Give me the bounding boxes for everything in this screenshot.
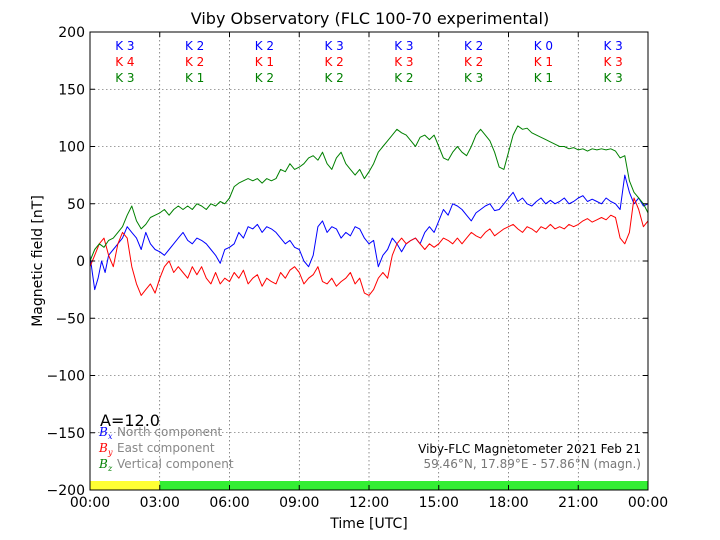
data-series: [89, 125, 649, 296]
legend-symbol-0: B: [98, 425, 108, 439]
station-info-line-2: 59.46°N, 17.89°E - 57.86°N (magn.): [424, 457, 641, 471]
k-index-r1-c0: K 4: [115, 55, 134, 69]
y-axis-label: Magnetic field [nT]: [30, 195, 46, 327]
k-index-r0-c1: K 2: [185, 39, 204, 53]
y-tick-label-4: 0: [76, 254, 85, 270]
k-index-r2-c7: K 3: [603, 71, 622, 85]
legend-subscript-2: z: [107, 464, 113, 473]
legend-symbol-2: B: [98, 457, 108, 471]
legend-label-2: Vertical component: [117, 457, 234, 471]
k-index-r1-c3: K 2: [324, 55, 343, 69]
x-tick-label-6: 18:00: [488, 495, 528, 511]
k-index-r2-c5: K 3: [464, 71, 483, 85]
y-tick-label-6: −100: [47, 369, 85, 385]
k-index-r0-c7: K 3: [603, 39, 622, 53]
station-info-line-1: Viby-FLC Magnetometer 2021 Feb 21: [418, 442, 641, 456]
legend-subscript-1: y: [107, 448, 113, 457]
k-index-r1-c1: K 2: [185, 55, 204, 69]
y-tick-label-3: 50: [67, 197, 85, 213]
k-index-r2-c2: K 2: [255, 71, 274, 85]
k-index-r2-c6: K 1: [534, 71, 553, 85]
k-index-r0-c6: K 0: [534, 39, 553, 53]
y-tick-label-2: 100: [58, 140, 85, 156]
y-tick-label-0: 200: [58, 25, 85, 41]
legend-label-1: East component: [117, 441, 215, 455]
k-index-r1-c2: K 1: [255, 55, 274, 69]
k-index-r0-c2: K 2: [255, 39, 274, 53]
activity-bar: [90, 481, 648, 490]
x-tick-label-0: 00:00: [70, 495, 110, 511]
k-index-r1-c5: K 2: [464, 55, 483, 69]
legend-symbol-1: B: [98, 441, 108, 455]
k-index-r0-c5: K 2: [464, 39, 483, 53]
chart-title: Viby Observatory (FLC 100-70 experimenta…: [191, 9, 550, 28]
k-index-r1-c4: K 3: [394, 55, 413, 69]
k-index-r0-c3: K 3: [324, 39, 343, 53]
legend-subscript-0: x: [108, 432, 113, 441]
grid-lines: [90, 32, 648, 490]
series-line-vertical-component: [89, 125, 649, 262]
x-axis-label: Time [UTC]: [329, 516, 407, 532]
k-index-r2-c0: K 3: [115, 71, 134, 85]
x-tick-label-4: 12:00: [349, 495, 389, 511]
x-tick-label-5: 15:00: [419, 495, 459, 511]
k-index-r1-c7: K 3: [603, 55, 622, 69]
y-tick-label-5: −50: [55, 311, 85, 327]
legend-label-0: North component: [117, 425, 223, 439]
k-index-r2-c3: K 2: [324, 71, 343, 85]
x-tick-label-3: 09:00: [279, 495, 319, 511]
axis-ticks: 00:00 03:00 06:00 09:00 12:00 15:00 18:00 21:00…: [47, 25, 669, 511]
k-index-r2-c4: K 2: [394, 71, 413, 85]
k-index-table: K 3 K 2 K 2 K 3 K 3 K 2 K 0 K 3 K 4 K 2 K 1 K 2 K 3 K…: [115, 39, 623, 85]
x-tick-label-2: 06:00: [209, 495, 249, 511]
k-index-r1-c6: K 1: [534, 55, 553, 69]
y-tick-label-1: 150: [58, 82, 85, 98]
a-index-label: A=12.0: [100, 411, 160, 430]
k-index-r2-c1: K 1: [185, 71, 204, 85]
x-tick-label-7: 21:00: [558, 495, 598, 511]
activity-bar-segment-1: [159, 481, 648, 490]
activity-bar-segment-0: [90, 481, 160, 490]
y-tick-label-7: −150: [47, 426, 85, 442]
k-index-r0-c4: K 3: [394, 39, 413, 53]
x-tick-label-1: 03:00: [140, 495, 180, 511]
series-line-north-component: [89, 174, 649, 291]
x-tick-label-8: 00:00: [628, 495, 668, 511]
k-index-r0-c0: K 3: [115, 39, 134, 53]
y-tick-label-8: −200: [47, 483, 85, 499]
series-line-east-component: [89, 197, 649, 296]
